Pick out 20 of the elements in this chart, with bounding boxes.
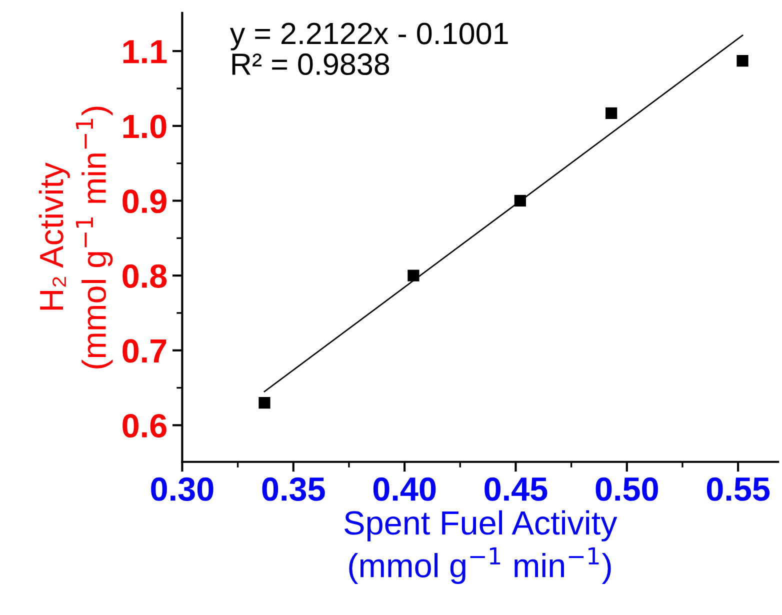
point bbox=[736, 54, 748, 67]
point bbox=[258, 396, 270, 409]
annotation: y = 2.2122x - 0.1001 R² = 0.9838 bbox=[230, 22, 508, 76]
y-tick-label: 0.7 bbox=[122, 339, 166, 363]
x-tick-label: 0.55 bbox=[706, 477, 770, 501]
y-tick-label: 0.8 bbox=[122, 264, 167, 288]
x-tick-label: 0.45 bbox=[484, 477, 548, 501]
x-tick-label: 0.30 bbox=[151, 477, 214, 501]
y-tick-label: 0.9 bbox=[122, 190, 166, 214]
x-tick-label: 0.50 bbox=[596, 477, 658, 501]
y-tick-label: 1.0 bbox=[123, 114, 166, 138]
y-axis-title: H₂ Activity (mmol g$^{−1}$ min$^{−1}$) bbox=[38, 106, 113, 368]
point bbox=[514, 194, 526, 207]
x-tick-label: 0.40 bbox=[373, 477, 436, 501]
x-tick-label: 0.35 bbox=[262, 477, 325, 501]
point bbox=[408, 270, 420, 282]
y-tick-label: 0.6 bbox=[122, 414, 166, 438]
x-axis-title: Spent Fuel Activity (mmol g$^{−1}$ min$^{−1}$) bbox=[344, 510, 618, 584]
y-tick-label: 1.1 bbox=[123, 40, 167, 64]
point bbox=[606, 107, 618, 119]
